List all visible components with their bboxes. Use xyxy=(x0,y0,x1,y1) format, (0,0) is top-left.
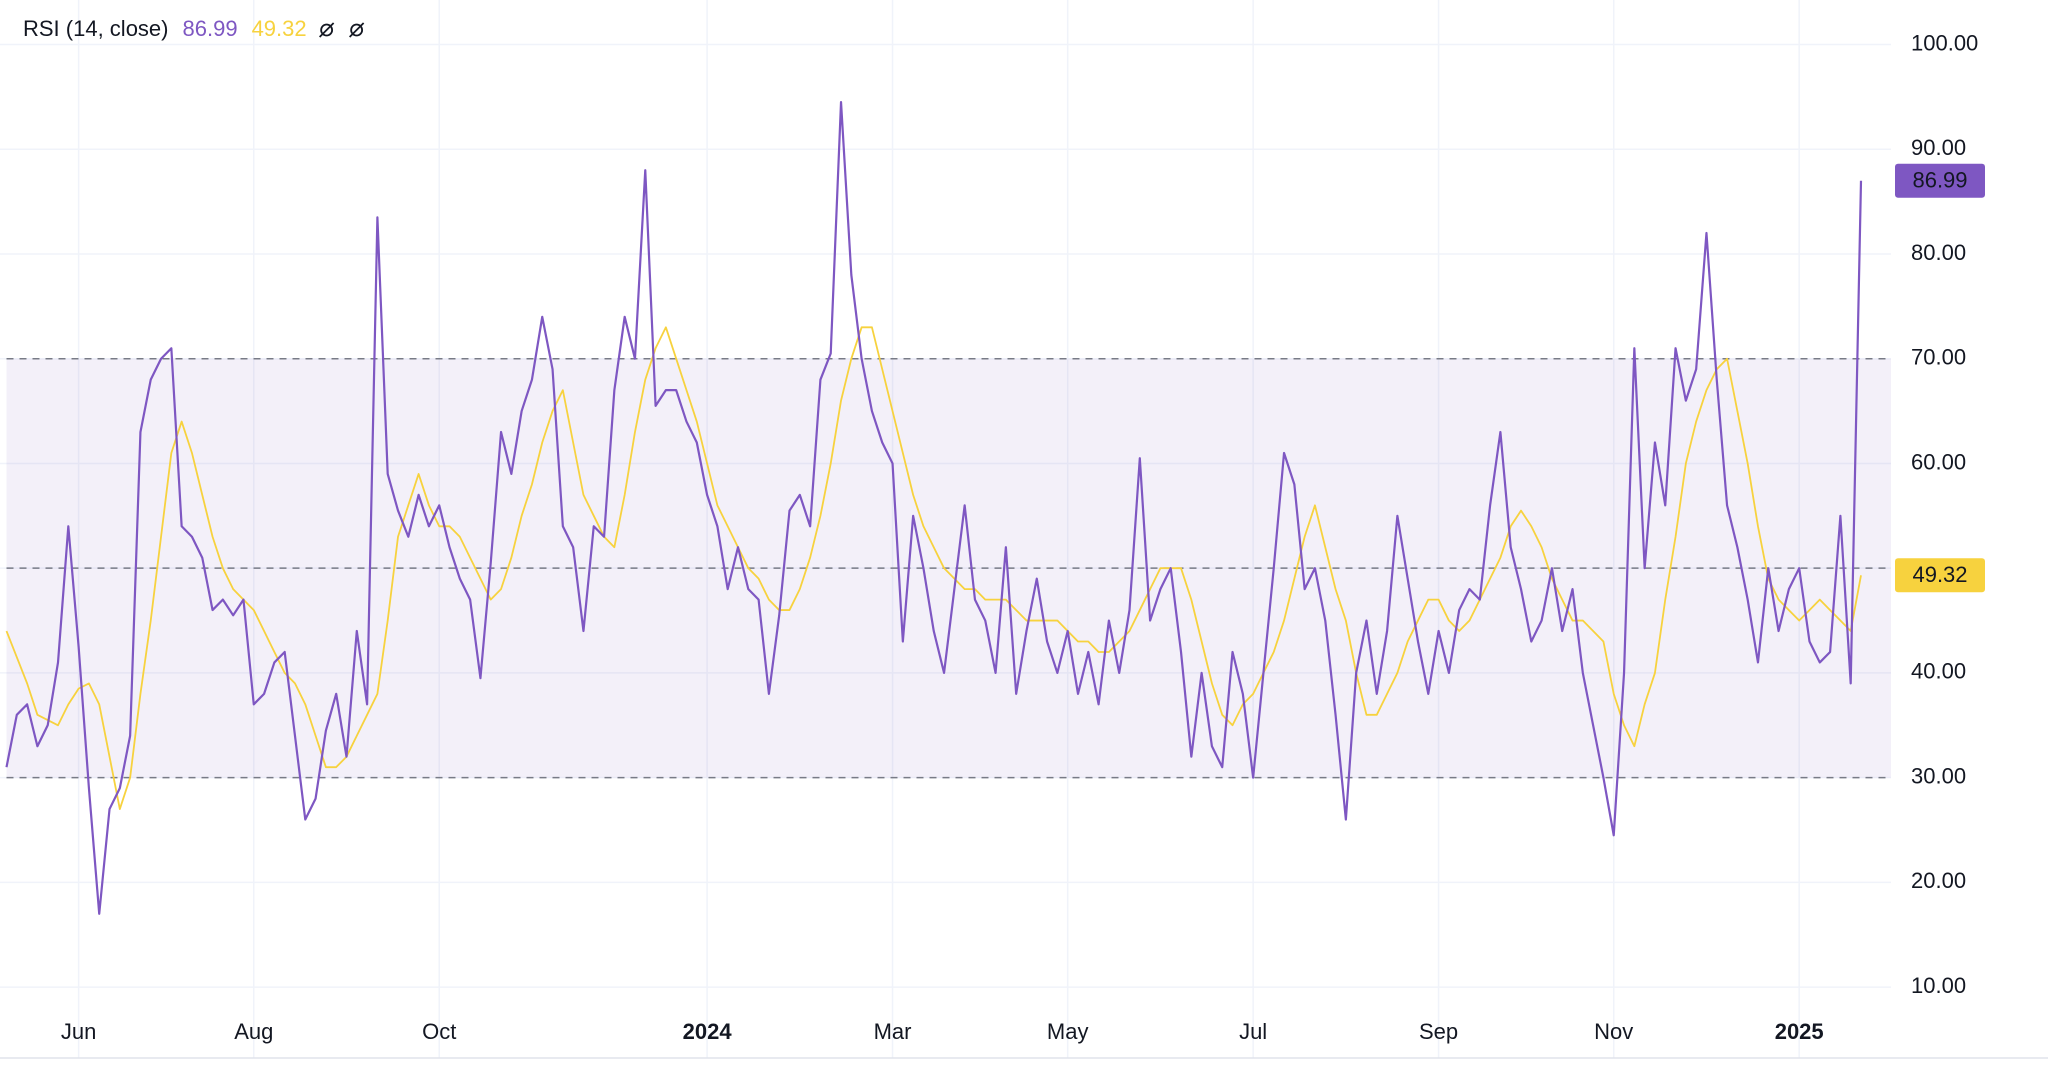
indicator-value: 86.99 xyxy=(183,16,238,41)
x-tick-label: Mar xyxy=(874,1019,912,1044)
band-layer xyxy=(6,357,1891,779)
axis-layer: 100.0090.0080.0070.0060.0050.0040.0030.0… xyxy=(61,30,1985,1044)
series-line xyxy=(5,326,1862,810)
series-line xyxy=(5,101,1863,915)
header-icons[interactable] xyxy=(318,22,365,38)
indicator-title: RSI (14, close) xyxy=(23,16,169,41)
last-value-label: 49.32 xyxy=(1912,562,1967,587)
y-tick-label: 20.00 xyxy=(1911,868,1966,893)
y-tick-label: 100.00 xyxy=(1911,30,1978,55)
y-tick-label: 10.00 xyxy=(1911,973,1966,998)
last-value-badge xyxy=(1895,558,1985,593)
indicator-value: 49.32 xyxy=(252,16,307,41)
last-value-label: 86.99 xyxy=(1912,168,1967,193)
x-tick-label: 2025 xyxy=(1775,1019,1824,1044)
x-tick-label: Jun xyxy=(61,1019,96,1044)
y-tick-label: 90.00 xyxy=(1911,135,1966,160)
hidden-icon[interactable] xyxy=(348,22,365,38)
x-tick-label: 2024 xyxy=(683,1019,733,1044)
header: RSI (14, close) 86.99 49.32 xyxy=(23,16,365,41)
x-tick-label: Aug xyxy=(234,1019,273,1044)
x-tick-label: Nov xyxy=(1594,1019,1633,1044)
hidden-icon[interactable] xyxy=(318,22,335,38)
y-tick-label: 60.00 xyxy=(1911,449,1966,474)
x-tick-label: Oct xyxy=(422,1019,456,1044)
y-tick-label: 40.00 xyxy=(1911,659,1966,684)
x-tick-label: May xyxy=(1047,1019,1089,1044)
x-tick-label: Sep xyxy=(1419,1019,1458,1044)
x-tick-label: Jul xyxy=(1239,1019,1267,1044)
last-value-badge xyxy=(1895,163,1985,198)
line-layer xyxy=(5,101,1863,915)
y-tick-label: 70.00 xyxy=(1911,345,1966,370)
y-tick-label: 80.00 xyxy=(1911,240,1966,265)
y-tick-label: 30.00 xyxy=(1911,763,1966,788)
